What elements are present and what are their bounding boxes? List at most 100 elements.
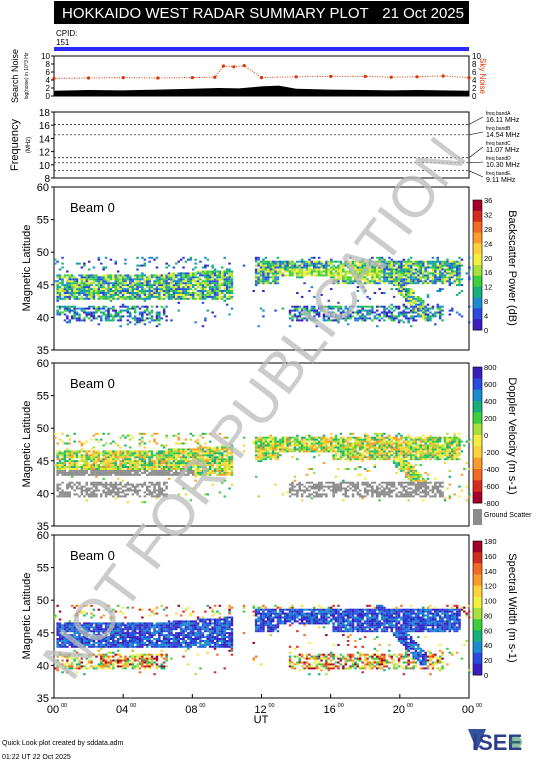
scatter-cell: [192, 274, 195, 277]
scatter-cell: [143, 297, 147, 300]
scatter-cell: [361, 483, 364, 486]
scatter-cell: [344, 438, 347, 441]
scatter-cell: [223, 495, 226, 498]
scatter-cell: [160, 487, 163, 490]
scatter-cell: [87, 473, 91, 476]
scatter-cell: [291, 266, 294, 269]
scatter-cell: [133, 278, 137, 281]
scatter-cell: [80, 290, 84, 292]
scatter-cell: [184, 293, 188, 296]
scatter-cell: [392, 295, 396, 298]
scatter-cell: [92, 471, 96, 474]
scatter-cell: [201, 469, 205, 472]
scatter-cell: [400, 481, 403, 484]
scatter-cell: [141, 317, 144, 320]
scatter-cell: [172, 272, 176, 275]
scatter-cell: [133, 469, 137, 472]
scatter-cell: [158, 454, 161, 457]
scatter-cell: [407, 491, 410, 494]
scatter-cell: [66, 270, 69, 273]
scatter-cell: [70, 278, 74, 281]
scatter-cell: [254, 458, 258, 461]
scatter-cell: [267, 264, 270, 267]
scatter-cell: [221, 290, 224, 292]
scatter-cell: [310, 317, 314, 320]
scatter-cell: [366, 282, 369, 285]
scatter-cell: [70, 286, 74, 289]
scatter-cell: [426, 315, 430, 318]
scatter-cell: [100, 297, 103, 300]
scatter-cell: [242, 450, 246, 453]
scatter-cell: [339, 266, 343, 269]
scatter-cell: [160, 317, 163, 320]
scatter-cell: [390, 438, 393, 441]
scatter-cell: [407, 495, 410, 498]
scatter-cell: [218, 454, 222, 457]
scatter-cell: [305, 319, 309, 322]
scatter-cell: [75, 466, 79, 468]
scatter-cell: [109, 319, 113, 322]
scatter-cell: [402, 295, 406, 298]
frequency-band-value: 9.11 MHz: [486, 177, 516, 184]
scatter-cell: [61, 276, 64, 279]
scatter-cell: [383, 307, 386, 310]
scatter-cell: [441, 305, 444, 308]
scatter-cell: [80, 307, 84, 310]
scatter-cell: [136, 466, 139, 468]
scatter-cell: [310, 274, 314, 277]
scatter-cell: [116, 290, 120, 292]
scatter-cell: [116, 313, 120, 316]
scatter-cell: [438, 272, 442, 275]
scatter-cell: [83, 471, 86, 474]
scatter-cell: [109, 485, 113, 488]
scatter-cell: [104, 493, 108, 496]
scatter-cell: [107, 288, 110, 291]
scatter-cell: [412, 295, 415, 298]
scatter-cell: [431, 256, 435, 259]
scatter-cell: [78, 284, 81, 287]
scatter-cell: [363, 483, 367, 486]
scatter-cell: [448, 270, 452, 273]
scatter-cell: [356, 436, 360, 439]
scatter-cell: [337, 280, 340, 283]
scatter-cell: [438, 264, 442, 267]
scatter-cell: [279, 448, 282, 451]
scatter-cell: [380, 305, 384, 308]
scatter-cell: [194, 258, 197, 261]
scatter-cell: [305, 448, 309, 451]
scatter-cell: [337, 446, 340, 449]
scatter-cell: [66, 321, 69, 324]
scatter-cell: [271, 440, 275, 443]
scatter-cell: [141, 282, 144, 285]
scatter-cell: [300, 268, 304, 271]
scatter-cell: [267, 440, 270, 443]
scatter-cell: [223, 464, 226, 467]
scatter-cell: [150, 315, 154, 318]
scatter-cell: [187, 456, 190, 459]
scatter-cell: [339, 432, 343, 435]
scatter-cell: [397, 280, 401, 283]
scatter-cell: [417, 305, 420, 308]
scatter-cell: [141, 460, 144, 463]
scatter-cell: [342, 448, 345, 451]
scatter-cell: [267, 260, 270, 263]
scatter-cell: [397, 454, 401, 457]
scatter-cell: [228, 297, 231, 300]
scatter-cell: [199, 454, 202, 457]
scatter-cell: [284, 440, 287, 443]
scatter-cell: [407, 446, 410, 449]
scatter-cell: [138, 317, 142, 320]
scatter-cell: [150, 454, 154, 457]
scatter-cell: [402, 315, 406, 318]
scatter-cell: [274, 483, 277, 486]
scatter-cell: [455, 272, 459, 275]
scatter-cell: [146, 290, 149, 292]
scatter-cell: [126, 456, 130, 459]
scatter-cell: [136, 264, 139, 267]
scatter-cell: [230, 446, 234, 449]
scatter-cell: [405, 284, 408, 287]
scatter-cell: [121, 452, 125, 455]
scatter-cell: [146, 297, 149, 300]
scatter-cell: [451, 309, 454, 312]
